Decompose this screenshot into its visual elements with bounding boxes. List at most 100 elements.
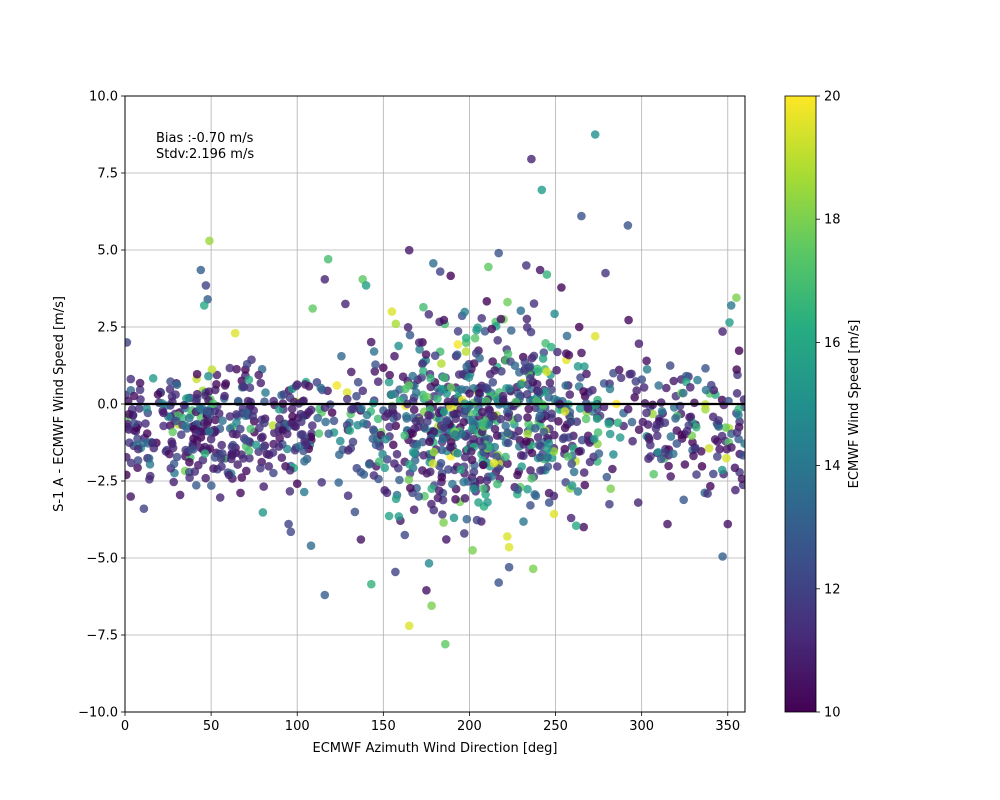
scatter-point [624,315,633,325]
scatter-point [661,448,670,457]
scatter-point [409,505,419,514]
scatter-point [441,639,450,649]
scatter-point [336,436,345,446]
scatter-point [642,365,652,374]
scatter-point [350,507,360,517]
scatter-point [642,356,651,366]
scatter-point [669,449,678,459]
colorbar-label: ECMWF Wind Speed [m/s] [847,320,862,489]
scatter-point [642,408,651,418]
colorbar-tick-label: 10 [824,706,841,721]
scatter-point [296,430,306,439]
scatter-point [627,417,637,427]
scatter-point [246,424,255,434]
scatter-point [168,443,178,453]
scatter-point [569,467,579,477]
scatter-point [653,431,662,441]
scatter-point [446,383,456,392]
scatter-point [227,454,236,464]
scatter-point [404,245,414,255]
scatter-point [460,307,470,317]
scatter-point [510,361,520,371]
scatter-point [199,301,209,310]
scatter-point [601,268,610,278]
scatter-point [404,621,414,631]
scatter-point [560,423,570,433]
scatter-point [264,450,274,460]
scatter-point [369,426,379,436]
scatter-point [504,562,514,572]
colorbar-tick-label: 18 [824,213,841,228]
x-tick-label: 250 [543,719,568,734]
scatter-point [562,331,572,341]
scatter-point [334,478,344,487]
scatter-point [679,495,688,505]
scatter-point [485,369,495,379]
scatter-point [274,442,284,451]
scatter-point [254,370,263,380]
scatter-point [428,459,438,468]
scatter-point [260,418,269,428]
scatter-point [503,438,513,448]
scatter-point [490,424,500,434]
scatter-point [196,265,206,275]
scatter-point [593,428,603,437]
scatter-point [244,375,254,385]
scatter-point [133,456,143,465]
scatter-point [264,462,274,471]
scatter-point [205,236,214,246]
scatter-point [139,504,149,513]
scatter-point [467,447,476,456]
scatter-point [242,359,252,369]
scatter-point [300,437,309,446]
scatter-point [371,440,381,450]
scatter-point [400,431,410,440]
scatter-point [391,567,400,577]
scatter-point [590,130,600,139]
scatter-point [535,411,545,421]
scatter-point [461,333,471,343]
scatter-point [682,426,692,436]
scatter-point [590,434,599,444]
scatter-point [497,367,506,376]
scatter-point [145,460,155,469]
scatter-point [135,385,145,395]
scatter-point [615,433,625,442]
scatter-point [536,453,545,462]
scatter-point [378,449,387,459]
scatter-point [358,386,368,396]
scatter-point [439,518,448,527]
scatter-point [666,432,676,441]
scatter-point [126,492,135,501]
scatter-point [438,434,448,444]
scatter-point [385,370,395,380]
scatter-point [564,350,574,360]
scatter-point [590,331,600,341]
scatter-point [660,418,670,428]
scatter-point [218,449,227,458]
scatter-point [236,488,245,498]
scatter-point [418,359,427,369]
scatter-point [126,458,136,468]
scatter-point [217,462,226,471]
scatter-point [171,390,180,399]
scatter-point [429,259,438,268]
scatter-point [401,384,410,394]
scatter-point [449,409,459,419]
scatter-point [472,515,482,525]
scatter-point [169,477,178,487]
scatter-point [669,376,678,386]
scatter-point [543,462,553,471]
scatter-point [457,429,467,439]
scatter-point [604,419,614,429]
scatter-point [408,371,418,381]
scatter-point [446,443,455,452]
scatter-point [709,469,718,479]
scatter-point [286,527,296,537]
scatter-point [483,497,492,507]
scatter-point [369,471,379,480]
scatter-point [148,374,158,383]
scatter-point [344,446,353,455]
scatter-point [581,414,591,424]
scatter-point [439,373,449,383]
